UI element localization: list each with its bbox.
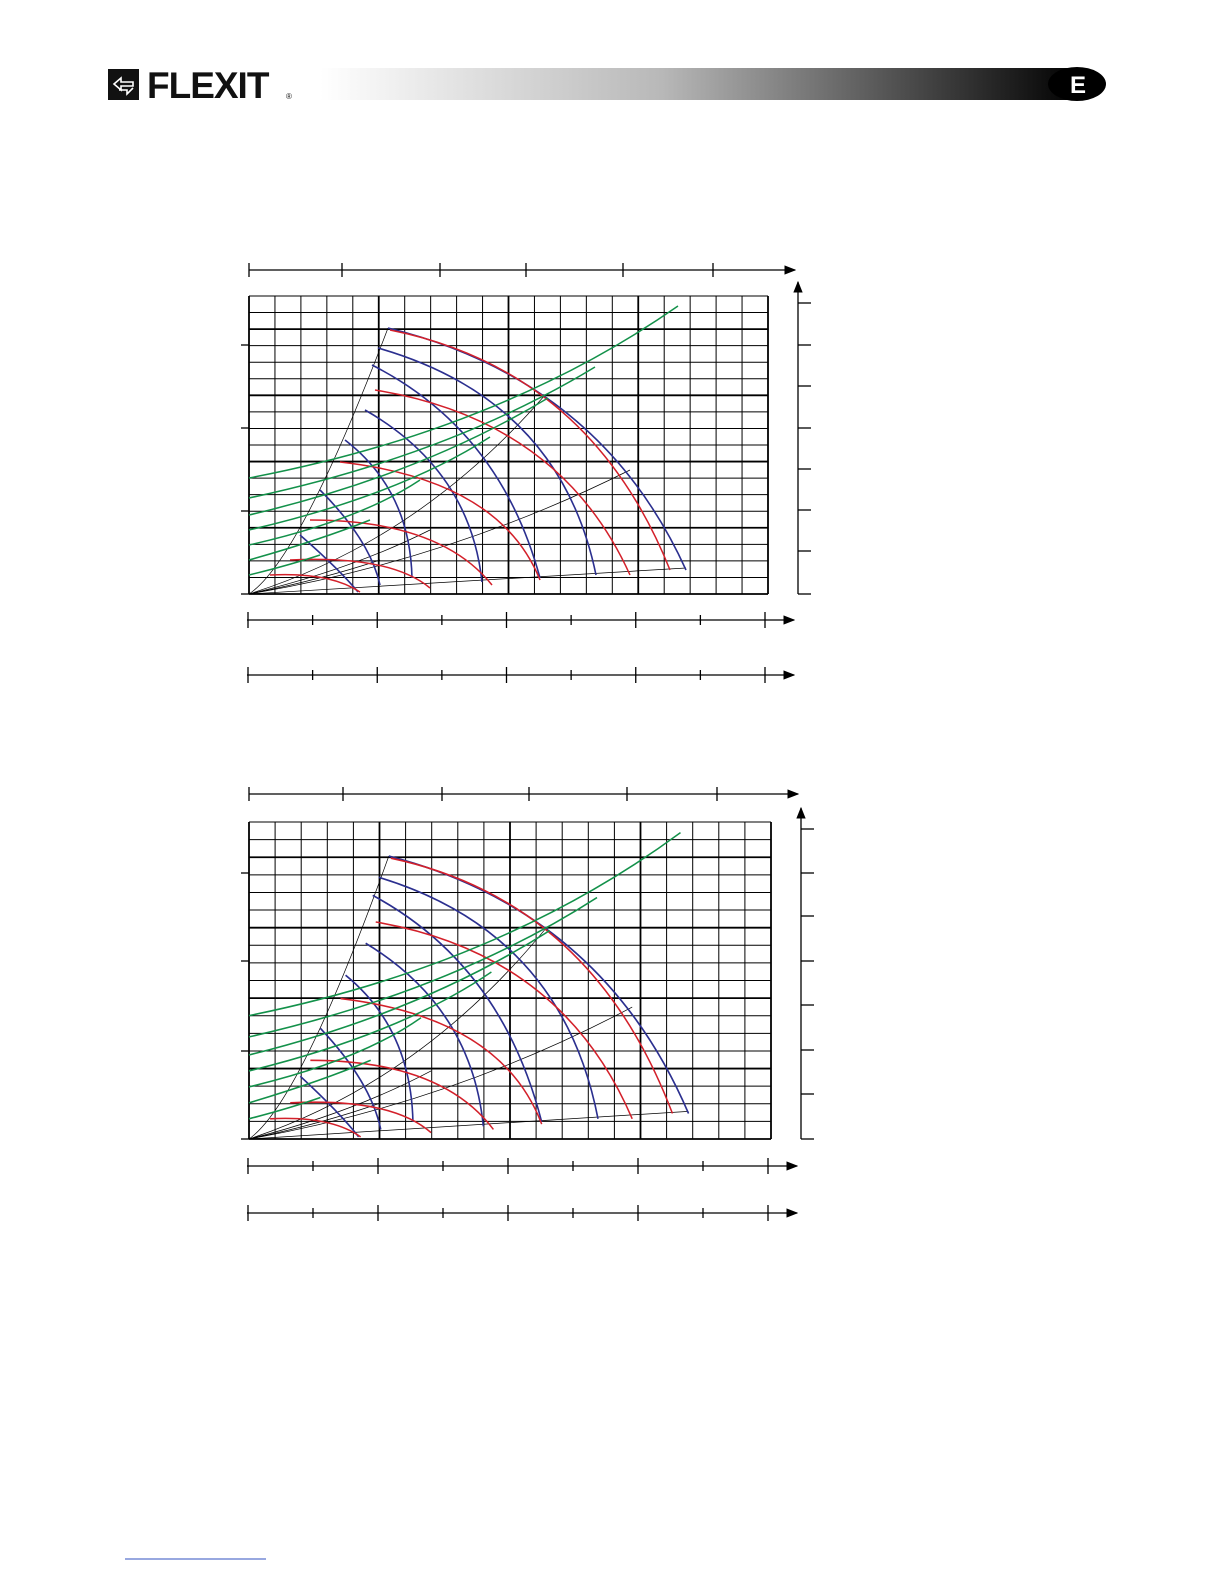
language-badge-text: E [1070,72,1086,99]
chart-2 [241,787,814,1221]
language-badge [1048,67,1106,101]
logo-text: FLEXIT [147,65,270,106]
registered-mark: ® [286,92,292,101]
logo-icon [108,69,139,100]
chart-1 [241,263,811,683]
chart-2-curves [248,831,690,1140]
header-bar [320,68,1080,100]
charts [241,263,814,1221]
logo-arrows [112,76,134,96]
chart-1-curves [248,305,687,595]
